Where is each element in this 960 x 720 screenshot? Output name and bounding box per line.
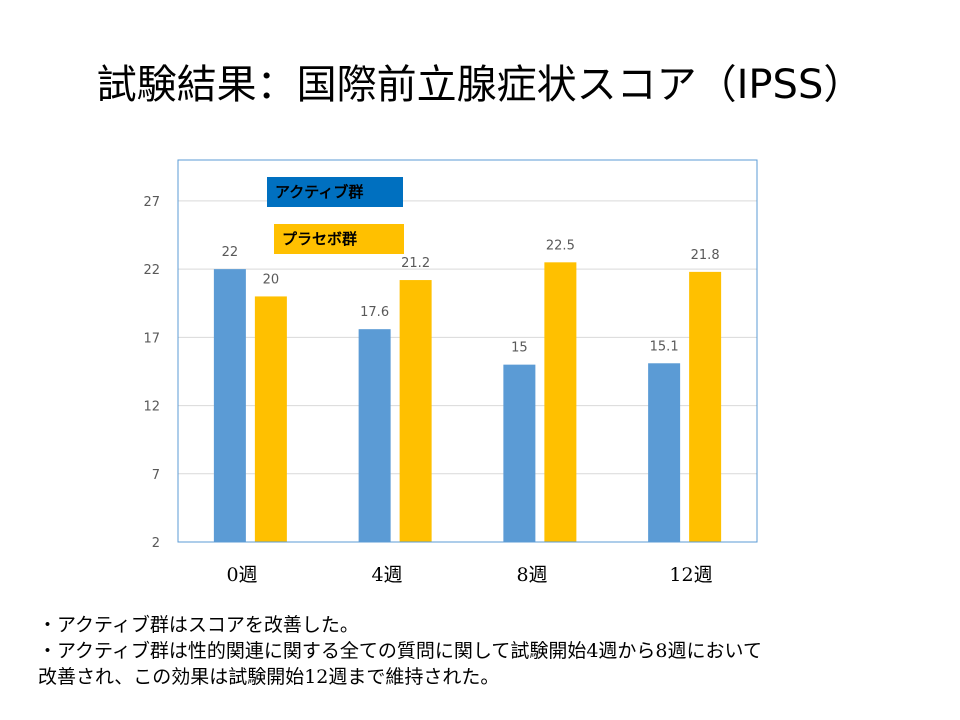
bar (254, 296, 287, 542)
data-label: 21.2 (401, 256, 430, 271)
note-line: 改善され、この効果は試験開始12週まで維持された。 (38, 666, 500, 688)
page-title: 試験結果：国際前立腺症状スコア（IPSS） (96, 62, 864, 108)
bar (648, 363, 681, 542)
y-tick-label: 17 (143, 331, 160, 346)
notes-text: ・アクティブ群はスコアを改善した。 ・アクティブ群は性的関連に関する全ての質問に… (38, 612, 928, 690)
y-tick-label: 7 (152, 468, 160, 483)
note-line: ・アクティブ群はスコアを改善した。 (38, 614, 359, 636)
bar (544, 262, 577, 542)
legend-active-group: アクティブ群 (267, 177, 403, 207)
bar (399, 280, 432, 542)
y-tick-label: 22 (143, 263, 160, 278)
x-category-label: 8週 (516, 564, 548, 586)
legend-placebo-group: プラセボ群 (274, 224, 404, 254)
x-category-label: 0週 (226, 564, 258, 586)
x-category-label: 4週 (371, 564, 403, 586)
data-label: 22 (222, 245, 239, 260)
y-tick-label: 12 (143, 400, 160, 415)
value-labels: 22 17.6 15 15.1 20 21.2 22.5 21.8 (222, 238, 720, 355)
bar (689, 271, 722, 542)
bar (213, 269, 246, 542)
plot-area-border (177, 159, 758, 543)
y-tick-label: 2 (152, 536, 160, 551)
bar (503, 364, 536, 542)
data-label: 20 (263, 272, 280, 287)
note-line: ・アクティブ群は性的関連に関する全ての質問に関して試験開始4週から8週において (38, 640, 762, 662)
data-label: 15.1 (650, 339, 679, 354)
data-label: 21.8 (691, 248, 720, 263)
y-tick-label: 27 (143, 195, 160, 210)
data-label: 15 (511, 341, 528, 356)
data-label: 22.5 (546, 238, 575, 253)
bars (213, 262, 722, 542)
data-label: 17.6 (360, 305, 389, 320)
bar (358, 329, 391, 542)
x-category-label: 12週 (669, 564, 713, 586)
